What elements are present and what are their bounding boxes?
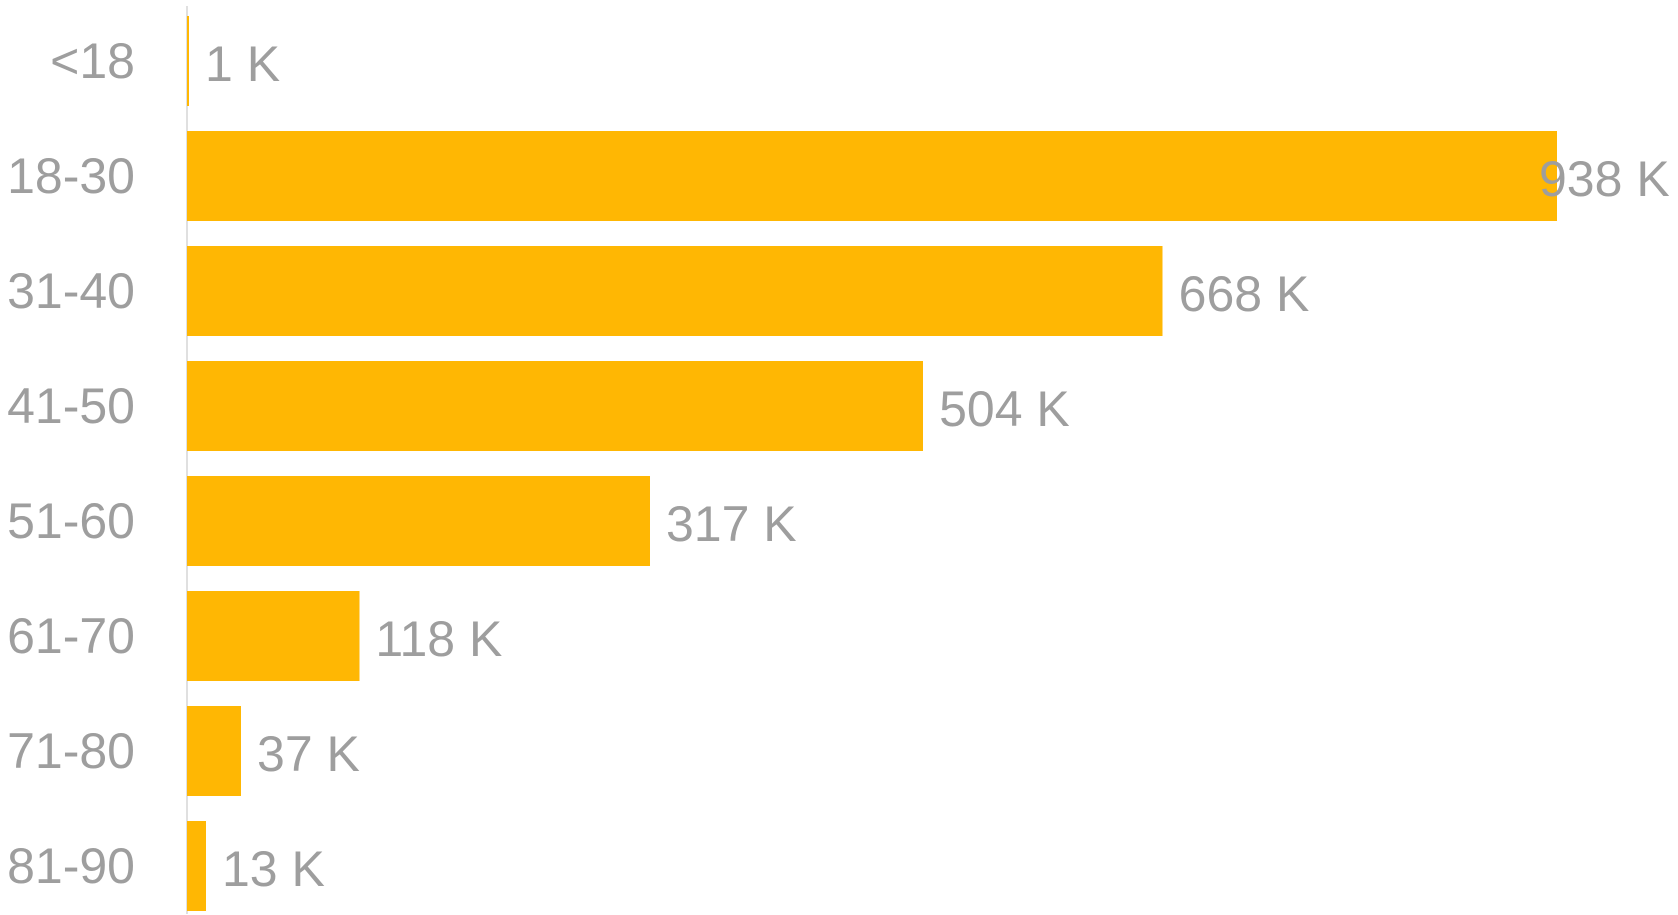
bars-group: [187, 16, 1557, 911]
category-label-3: 41-50: [7, 378, 135, 434]
category-label-7: 81-90: [7, 838, 135, 894]
bar-0: [187, 16, 189, 106]
value-label-6: 37 K: [257, 726, 360, 782]
bar-4: [187, 476, 650, 566]
category-label-4: 51-60: [7, 493, 135, 549]
category-labels: <18 18-30 31-40 41-50 51-60 61-70 71-80 81-90: [7, 33, 135, 894]
value-label-1: 938 K: [1539, 151, 1670, 207]
value-label-4: 317 K: [666, 496, 797, 552]
bar-1: [187, 131, 1557, 221]
category-label-5: 61-70: [7, 608, 135, 664]
category-label-6: 71-80: [7, 723, 135, 779]
bar-2: [187, 246, 1163, 336]
bar-5: [187, 591, 360, 681]
value-labels: 1 K 938 K 668 K 504 K 317 K 118 K 37 K 13 K: [205, 36, 1670, 897]
bar-7: [187, 821, 206, 911]
value-label-2: 668 K: [1179, 266, 1310, 322]
bar-3: [187, 361, 924, 451]
value-label-5: 118 K: [375, 611, 502, 667]
category-label-1: 18-30: [7, 148, 135, 204]
value-label-3: 504 K: [939, 381, 1070, 437]
value-label-0: 1 K: [205, 36, 280, 92]
category-label-0: <18: [50, 33, 135, 89]
bar-6: [187, 706, 242, 796]
value-label-7: 13 K: [222, 841, 325, 897]
category-label-2: 31-40: [7, 263, 135, 319]
